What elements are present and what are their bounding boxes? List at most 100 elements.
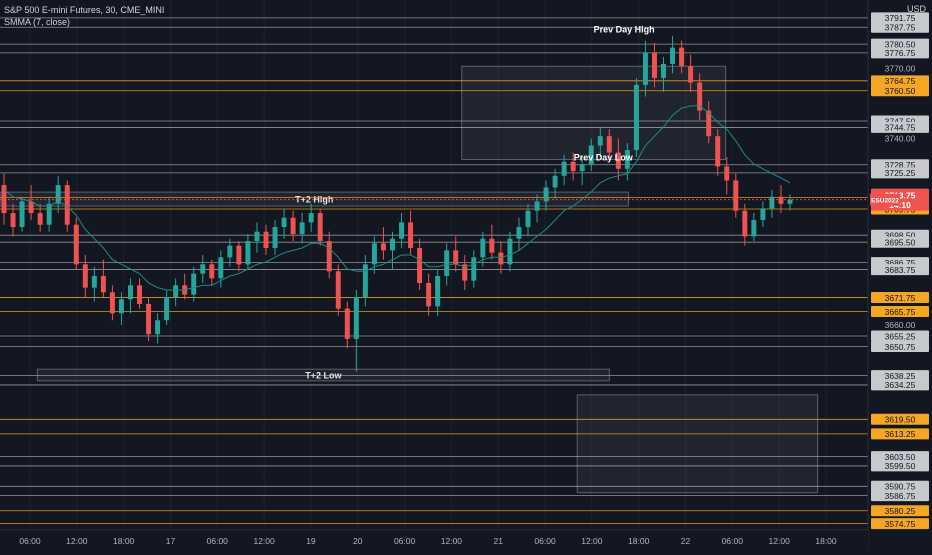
price-level-badge[interactable] — [871, 340, 929, 352]
price-level-badge[interactable] — [871, 480, 929, 492]
candle-body[interactable] — [706, 110, 712, 137]
candle-body[interactable] — [661, 63, 667, 78]
candle-body[interactable] — [751, 220, 757, 237]
candle-body[interactable] — [787, 199, 793, 204]
candle-body[interactable] — [155, 320, 161, 335]
candle-body[interactable] — [146, 303, 152, 335]
candle-body[interactable] — [118, 299, 124, 314]
candle-body[interactable] — [688, 66, 694, 83]
price-level-badge[interactable] — [871, 75, 929, 87]
price-level-badge[interactable] — [871, 264, 929, 276]
candle-body[interactable] — [127, 285, 133, 300]
candle-body[interactable] — [326, 241, 332, 272]
candle-body[interactable] — [344, 308, 350, 339]
candle-body[interactable] — [218, 257, 224, 279]
time-axis[interactable] — [0, 530, 868, 550]
price-level-badge[interactable] — [871, 428, 929, 440]
candle-body[interactable] — [317, 213, 323, 242]
zone-box[interactable] — [0, 191, 629, 207]
candle-body[interactable] — [471, 257, 477, 281]
price-level-badge[interactable] — [871, 451, 929, 463]
candle-body[interactable] — [552, 175, 558, 188]
candle-body[interactable] — [82, 264, 88, 288]
candle-body[interactable] — [191, 273, 197, 295]
candle-body[interactable] — [281, 217, 287, 228]
zone-box[interactable] — [576, 394, 819, 494]
candle-body[interactable] — [642, 52, 648, 85]
candle-body[interactable] — [588, 145, 594, 165]
price-level-badge[interactable] — [871, 379, 929, 391]
candle-body[interactable] — [778, 196, 784, 204]
candle-body[interactable] — [164, 296, 170, 321]
candle-body[interactable] — [353, 296, 359, 339]
candle-body[interactable] — [272, 227, 278, 249]
candle-body[interactable] — [173, 285, 179, 297]
candle-body[interactable] — [615, 152, 621, 169]
candle-body[interactable] — [624, 150, 630, 169]
zone-box[interactable] — [461, 65, 727, 160]
candle-body[interactable] — [137, 285, 143, 304]
candle-body[interactable] — [489, 238, 495, 253]
price-level-badge[interactable] — [871, 121, 929, 133]
candle-body[interactable] — [200, 264, 206, 274]
candle-body[interactable] — [263, 231, 269, 249]
price-level-badge[interactable] — [871, 292, 929, 304]
candle-body[interactable] — [697, 82, 703, 111]
candle-body[interactable] — [254, 231, 260, 242]
candle-body[interactable] — [724, 166, 730, 181]
candle-body[interactable] — [534, 201, 540, 211]
candle-body[interactable] — [760, 208, 766, 221]
candle-body[interactable] — [408, 222, 414, 249]
candle-body[interactable] — [10, 213, 16, 228]
candle-body[interactable] — [435, 275, 441, 307]
candle-body[interactable] — [100, 275, 106, 293]
candle-body[interactable] — [543, 187, 549, 202]
candle-body[interactable] — [91, 275, 97, 288]
candle-body[interactable] — [308, 213, 314, 223]
candle-body[interactable] — [290, 217, 296, 235]
candle-body[interactable] — [525, 210, 531, 228]
candle-body[interactable] — [633, 84, 639, 151]
price-level-badge[interactable] — [871, 370, 929, 382]
candle-body[interactable] — [597, 136, 603, 146]
candle-body[interactable] — [389, 238, 395, 251]
candle-body[interactable] — [37, 213, 43, 225]
candle-body[interactable] — [335, 271, 341, 309]
candle-body[interactable] — [1, 185, 7, 214]
candle-body[interactable] — [371, 243, 377, 265]
candle-body[interactable] — [444, 250, 450, 276]
candle-body[interactable] — [209, 264, 215, 279]
price-level-badge[interactable] — [871, 330, 929, 342]
candle-body[interactable] — [606, 136, 612, 153]
candle-body[interactable] — [64, 185, 70, 225]
candle-body[interactable] — [679, 47, 685, 67]
candle-body[interactable] — [516, 227, 522, 239]
candle-body[interactable] — [651, 52, 657, 78]
price-level-badge[interactable] — [871, 12, 929, 24]
price-level-badge[interactable] — [871, 306, 929, 318]
indicator-title[interactable]: SMMA (7, close) — [4, 17, 71, 27]
price-level-badge[interactable] — [871, 47, 929, 59]
candle-body[interactable] — [380, 243, 386, 251]
candle-body[interactable] — [245, 241, 251, 265]
candle-body[interactable] — [236, 245, 242, 265]
candle-body[interactable] — [670, 47, 676, 64]
candle-body[interactable] — [28, 201, 34, 214]
price-level-badge[interactable] — [871, 236, 929, 248]
candle-body[interactable] — [55, 185, 61, 204]
candle-body[interactable] — [715, 136, 721, 167]
candle-body[interactable] — [462, 264, 468, 281]
symbol-title[interactable]: S&P 500 E-mini Futures, 30, CME_MINI — [4, 5, 165, 15]
candle-body[interactable] — [498, 252, 504, 265]
candle-body[interactable] — [362, 264, 368, 297]
candle-body[interactable] — [299, 222, 305, 235]
candle-body[interactable] — [109, 292, 115, 314]
candle-body[interactable] — [561, 161, 567, 176]
price-level-badge[interactable] — [871, 505, 929, 517]
price-level-badge[interactable] — [871, 518, 929, 530]
candle-body[interactable] — [733, 180, 739, 211]
candle-body[interactable] — [769, 196, 775, 209]
candle-body[interactable] — [453, 250, 459, 265]
